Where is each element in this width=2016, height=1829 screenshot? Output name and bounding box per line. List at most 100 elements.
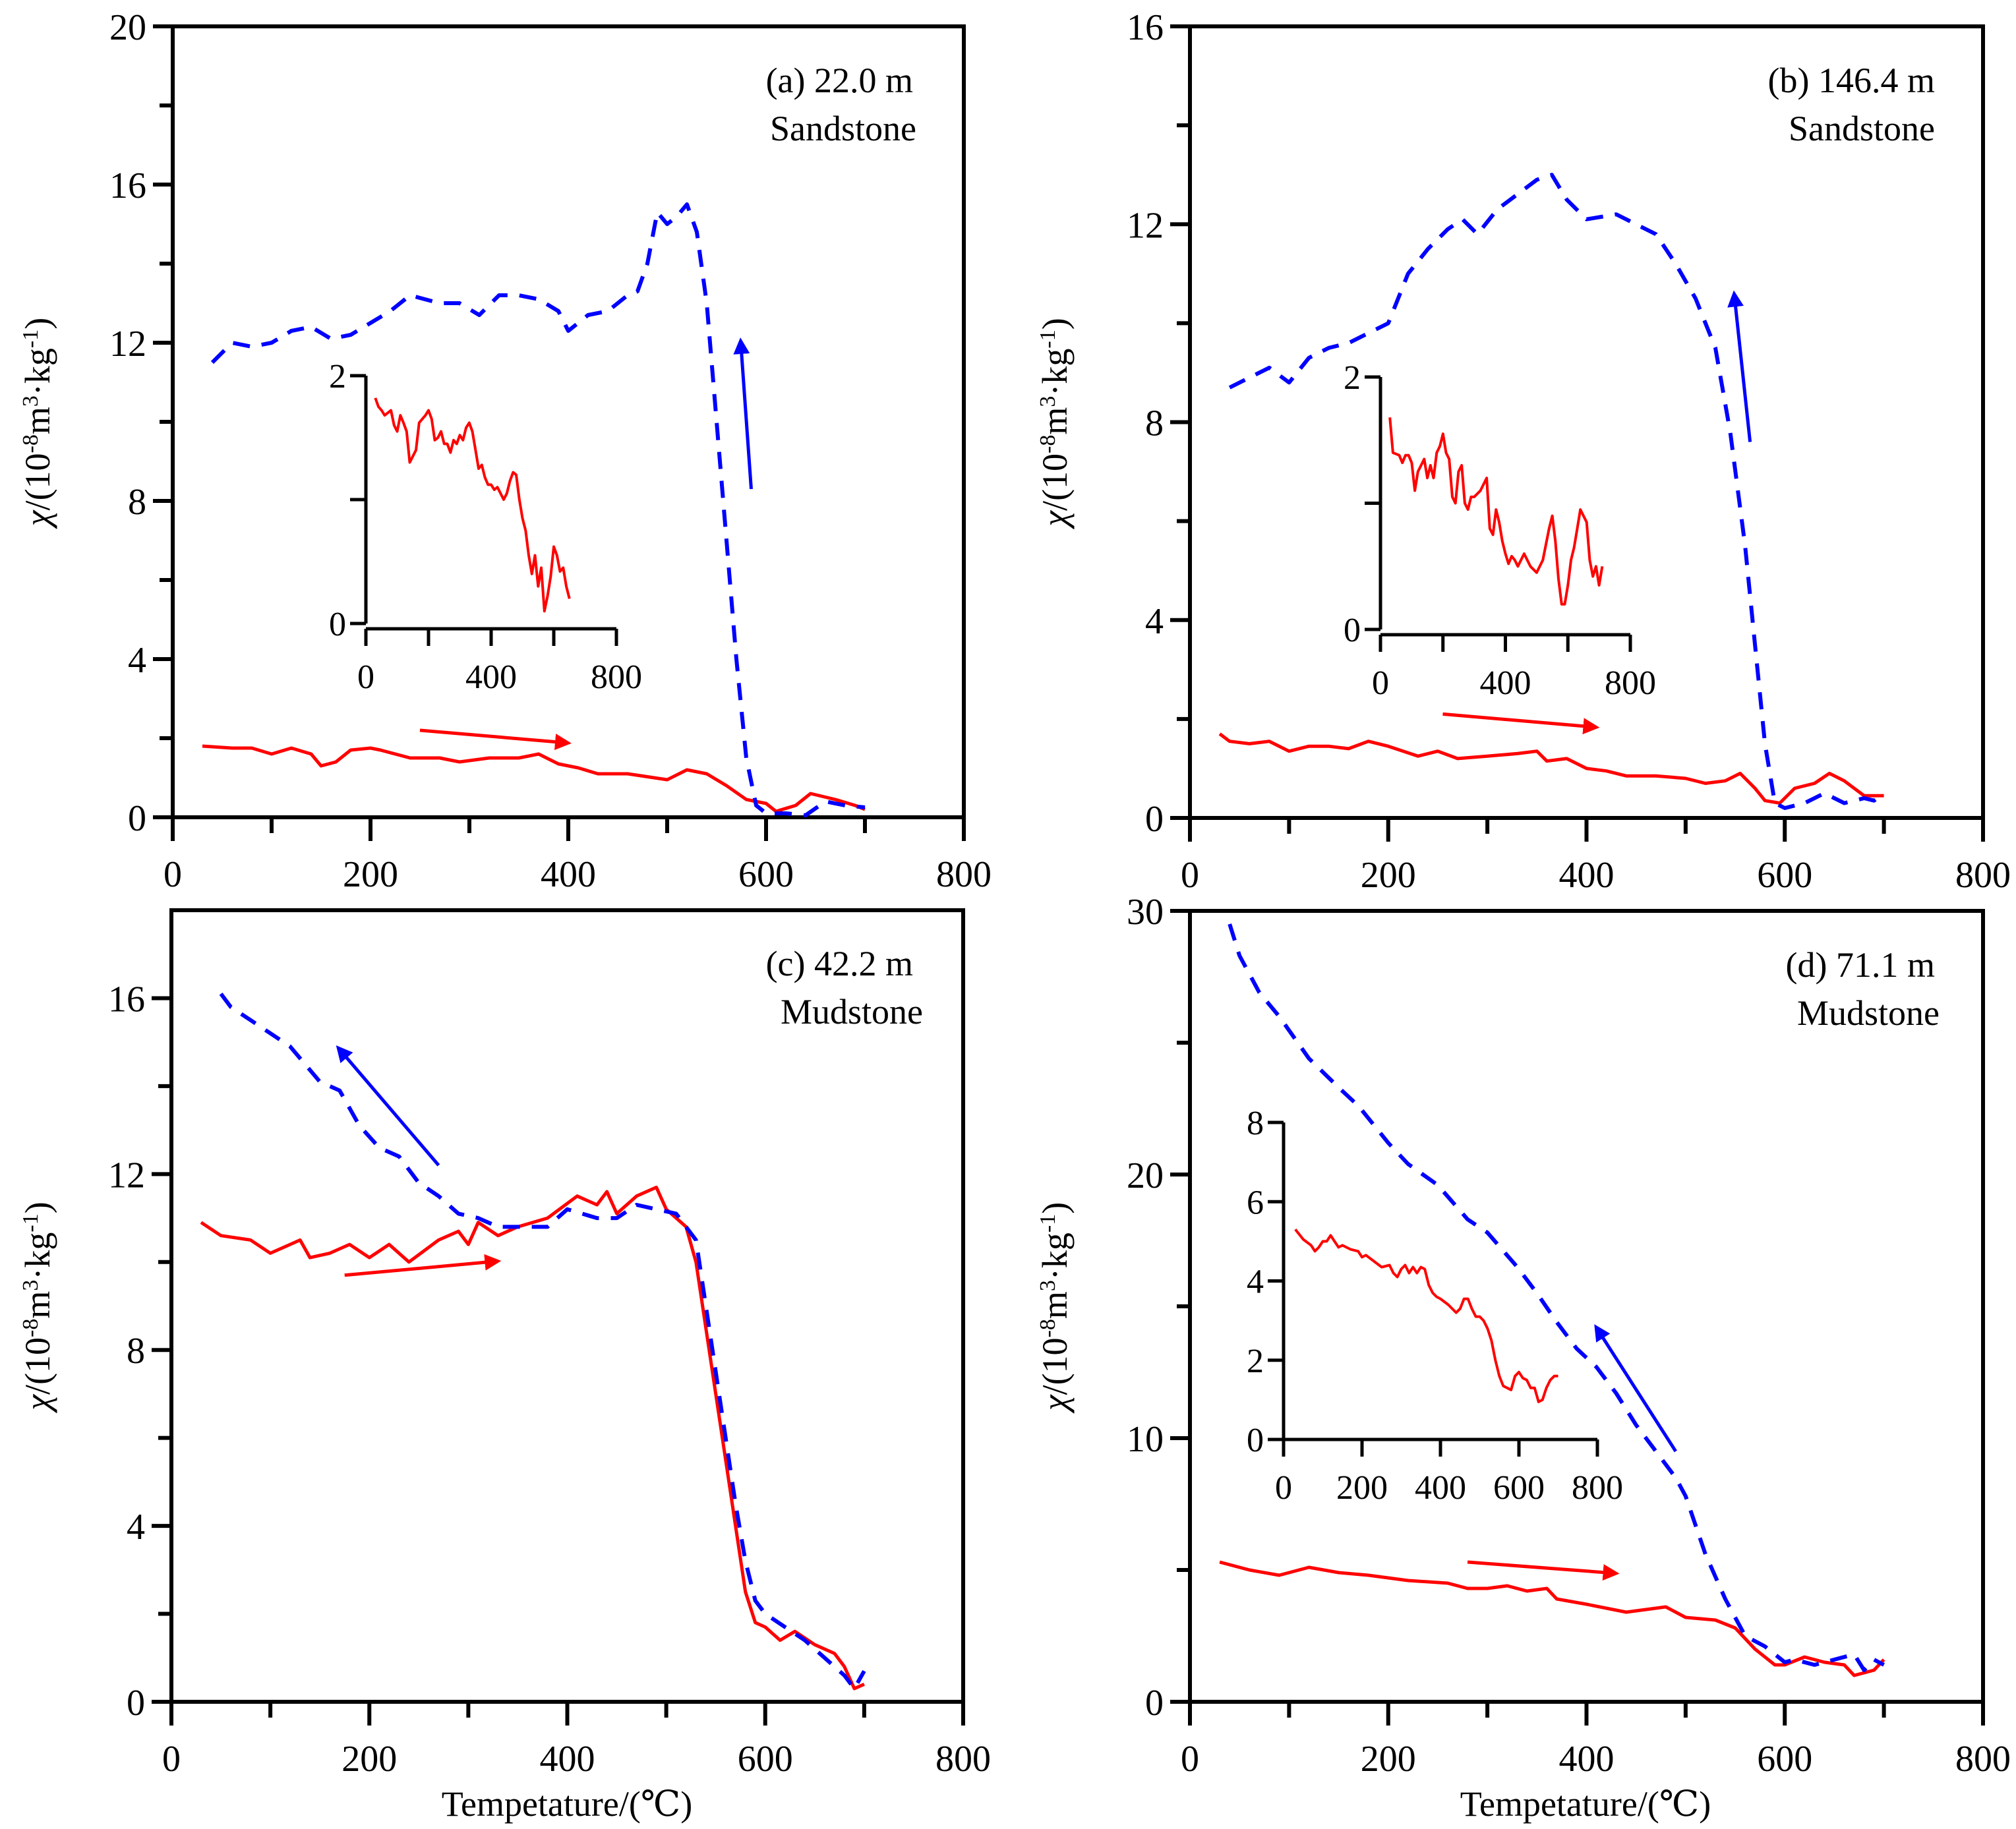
panel-c-x-tick-label: 400 [540, 1739, 595, 1780]
panel-b-title: (b) 146.4 m [1768, 61, 1935, 100]
panel-d-x-tick-label: 600 [1757, 1739, 1812, 1780]
panel-d: (d) 71.1 m Mudstone Tempetature/(℃) 0 10 2… [1035, 892, 2011, 1824]
panel-b-inset-x-tick-label: 0 [1372, 664, 1389, 702]
panel-c-x-tick-label: 600 [738, 1739, 793, 1780]
panel-b-cooling-curve [1228, 173, 1885, 810]
panel-d-y-tick-label: 10 [1127, 1419, 1164, 1460]
panel-a-cooling-curve [210, 202, 866, 817]
panel-b-inset-heating-curve [1388, 417, 1604, 606]
panel-c-y-tick-label: 4 [127, 1507, 145, 1548]
panel-d-x-tick-label: 400 [1559, 1739, 1615, 1780]
panel-c-y-tick-label: 0 [127, 1683, 145, 1724]
panel-d-inset-x-tick-label: 400 [1415, 1469, 1466, 1507]
panel-d-y-tick-label: 0 [1145, 1683, 1164, 1724]
panel-c-x-tick-label: 200 [341, 1739, 397, 1780]
panel-b-inset-x-tick-label: 800 [1605, 664, 1656, 702]
panel-c-y-tick-label: 12 [108, 1155, 145, 1196]
panel-a-inset-heating-curve [374, 397, 571, 613]
panel-a-y-tick-label: 12 [109, 324, 146, 364]
panel-d-heating-curve [1219, 1560, 1885, 1677]
panel-b-y-axis-title: χ/(10-8m3·kg-1) [1035, 318, 1075, 529]
panel-b-x-tick-label: 400 [1559, 855, 1615, 896]
panel-d-inset-y-tick-label: 0 [1247, 1422, 1264, 1459]
panel-d-subtitle: Mudstone [1797, 993, 1940, 1033]
panel-b-x-tick-label: 0 [1181, 855, 1199, 896]
panel-b-x-tick-label: 600 [1757, 855, 1812, 896]
panel-c-title: (c) 42.2 m [766, 944, 913, 983]
panel-a-x-tick-label: 600 [738, 854, 794, 895]
panel-a-y-tick-label: 8 [128, 482, 146, 523]
panel-c-heating-curve [200, 1185, 865, 1691]
panel-b-x-tick-label: 800 [1955, 855, 2011, 896]
panel-c-y-tick-label: 16 [108, 979, 145, 1020]
panel-d-y-axis-title: χ/(10-8m3·kg-1) [1035, 1202, 1075, 1414]
panel-d-x-tick-label: 0 [1181, 1739, 1199, 1780]
panel-b-x-tick-label: 200 [1361, 855, 1416, 896]
panel-a-inset-y-tick-label: 2 [329, 358, 346, 395]
panel-a-y-tick-label: 16 [109, 165, 146, 206]
panel-a-y-tick-label: 0 [128, 798, 146, 839]
panel-a-x-tick-label: 400 [541, 854, 596, 895]
panel-d-x-tick-label: 200 [1361, 1739, 1416, 1780]
panel-d-y-tick-label: 20 [1127, 1155, 1164, 1196]
panel-d-x-tick-label: 800 [1955, 1739, 2011, 1780]
panel-a-y-tick-label: 4 [128, 640, 146, 681]
panel-a-y-axis-title: χ/(10-8m3·kg-1) [18, 318, 57, 529]
panel-d-inset-x-tick-label: 600 [1493, 1469, 1545, 1507]
panel-a-cooling-arrow [733, 337, 753, 490]
panel-b-heating-curve [1218, 732, 1884, 805]
panel-d-inset-y-tick-label: 2 [1247, 1343, 1264, 1380]
panel-a-x-tick-label: 200 [343, 854, 398, 895]
panel-a-heating-curve [202, 744, 866, 813]
panel-a-heating-arrow [419, 728, 572, 751]
panel-a-x-tick-label: 0 [163, 854, 182, 895]
panel-a-inset: 0 2 0 400 800 [329, 358, 642, 696]
panel-c-x-tick-label: 800 [935, 1739, 991, 1780]
panel-b-y-tick-label: 0 [1145, 799, 1164, 840]
panel-a-inset-x-tick-label: 0 [357, 658, 374, 696]
panel-b-heating-arrow [1442, 712, 1600, 735]
panel-d-inset-heating-curve [1294, 1229, 1558, 1403]
panel-c-cooling-arrow [336, 1045, 440, 1167]
panel-b-y-tick-label: 4 [1145, 601, 1164, 642]
panel-d-inset-x-tick-label: 800 [1572, 1469, 1623, 1507]
panel-d-cooling-curve [1228, 923, 1885, 1672]
panel-a-subtitle: Sandstone [770, 109, 916, 148]
panel-b-y-tick-label: 12 [1127, 205, 1164, 246]
panel-c-y-axis-title: χ/(10-8m3·kg-1) [18, 1202, 57, 1413]
panel-a-title: (a) 22.0 m [766, 61, 913, 100]
panel-b-subtitle: Sandstone [1789, 109, 1935, 148]
panel-b-inset-x-tick-label: 400 [1480, 664, 1531, 702]
panel-c: (c) 42.2 m Mudstone Tempetature/(℃) 0 4 8 1… [18, 908, 991, 1824]
panel-d-inset-x-tick-label: 200 [1336, 1469, 1388, 1507]
panel-b-cooling-arrow [1727, 290, 1752, 442]
panel-c-subtitle: Mudstone [781, 992, 923, 1031]
panel-b-inset-y-tick-label: 0 [1344, 612, 1361, 649]
panel-a-y-tick-label: 20 [109, 7, 146, 48]
panel-d-inset-y-tick-label: 6 [1247, 1184, 1264, 1221]
panel-c-cooling-curve [219, 993, 866, 1691]
panel-c-y-tick-label: 8 [127, 1331, 145, 1372]
panel-d-x-axis-title: Tempetature/(℃) [1460, 1784, 1711, 1824]
panel-a-x-tick-label: 800 [936, 854, 992, 895]
panel-a-inset-y-tick-label: 0 [329, 606, 346, 643]
panel-b-y-tick-label: 16 [1127, 7, 1164, 48]
panel-b-inset-y-tick-label: 2 [1344, 359, 1361, 397]
panel-b-y-tick-label: 8 [1145, 403, 1164, 444]
panel-a-inset-x-tick-label: 400 [465, 658, 517, 696]
panel-d-inset-y-tick-label: 4 [1247, 1263, 1264, 1301]
panel-d-heating-arrow [1467, 1560, 1620, 1581]
panel-d-inset: 0 2 4 6 8 0 200 400 600 800 [1247, 1105, 1623, 1507]
panel-d-inset-y-tick-label: 8 [1247, 1105, 1264, 1142]
panel-a-inset-x-tick-label: 800 [591, 658, 642, 696]
panel-d-y-tick-label: 30 [1127, 892, 1164, 933]
panel-d-inset-x-tick-label: 0 [1275, 1469, 1292, 1507]
panel-c-x-axis-title: Tempetature/(℃) [442, 1784, 692, 1824]
panel-d-title: (d) 71.1 m [1786, 945, 1935, 985]
panel-c-x-tick-label: 0 [162, 1739, 181, 1780]
panel-b-inset: 0 2 0 400 800 [1344, 359, 1656, 702]
panel-c-heating-arrow [344, 1254, 502, 1277]
